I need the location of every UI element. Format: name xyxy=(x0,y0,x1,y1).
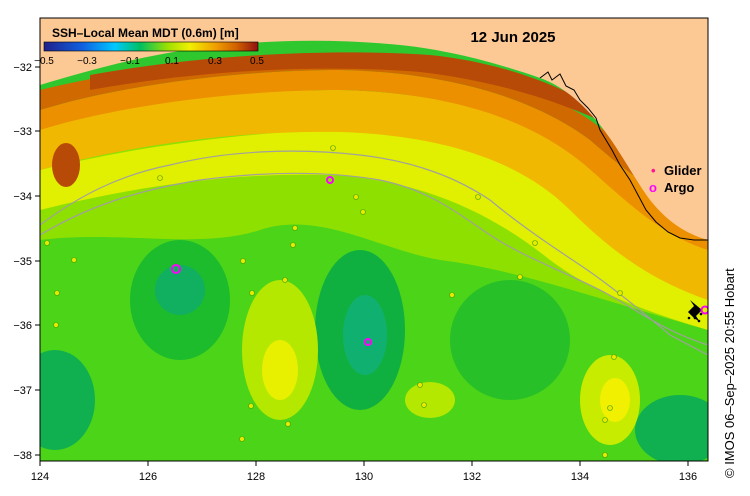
colorbar-tick: 0.5 xyxy=(250,56,264,67)
glider-legend-label: Glider xyxy=(664,163,702,178)
glider-legend-symbol: • xyxy=(651,163,656,178)
x-tick-label: 128 xyxy=(247,471,265,483)
x-tick-label: 136 xyxy=(679,471,697,483)
x-tick-label: 130 xyxy=(355,471,373,483)
argo-legend-symbol: o xyxy=(649,180,657,195)
argo-floats xyxy=(171,176,708,346)
x-tick-label: 126 xyxy=(139,471,157,483)
date-label: 12 Jun 2025 xyxy=(470,29,555,46)
argo-legend-label: Argo xyxy=(664,180,694,195)
colorbar-title: SSH–Local Mean MDT (0.6m) [m] xyxy=(52,26,239,40)
plot-frame xyxy=(39,17,709,462)
map-field xyxy=(40,18,708,461)
x-tick-label: 124 xyxy=(31,471,49,483)
x-tick-label: 132 xyxy=(463,471,481,483)
glider-tracks xyxy=(687,307,703,323)
colorbar-tick: −0.3 xyxy=(77,56,97,67)
y-tick-label: −32 xyxy=(13,62,32,74)
y-axis-labels: −32 −33 −34 −35 −36 −37 −38 xyxy=(13,62,32,462)
y-tick-label: −34 xyxy=(13,191,32,203)
x-axis-labels: 124 126 128 130 132 134 136 xyxy=(31,471,697,483)
x-tick-label: 134 xyxy=(571,471,589,483)
y-tick-label: −35 xyxy=(13,256,32,268)
colorbar-gradient xyxy=(43,41,259,52)
tick-marks xyxy=(35,66,689,466)
legend: • Glider o Argo xyxy=(649,163,702,195)
y-tick-label: −37 xyxy=(13,385,32,397)
y-tick-label: −36 xyxy=(13,320,32,332)
colorbar-tick: 0.3 xyxy=(208,56,222,67)
colorbar-tick: −0.1 xyxy=(120,56,140,67)
y-tick-label: −38 xyxy=(13,450,32,462)
colorbar-tick: 0.1 xyxy=(165,56,179,67)
credit-text: © IMOS 06–Sep–2025 20:55 Hobart xyxy=(722,268,737,478)
colorbar-tick: −0.5 xyxy=(34,56,54,67)
colorbar: SSH–Local Mean MDT (0.6m) [m] −0.5 −0.3 … xyxy=(34,26,264,67)
y-tick-label: −33 xyxy=(13,126,32,138)
